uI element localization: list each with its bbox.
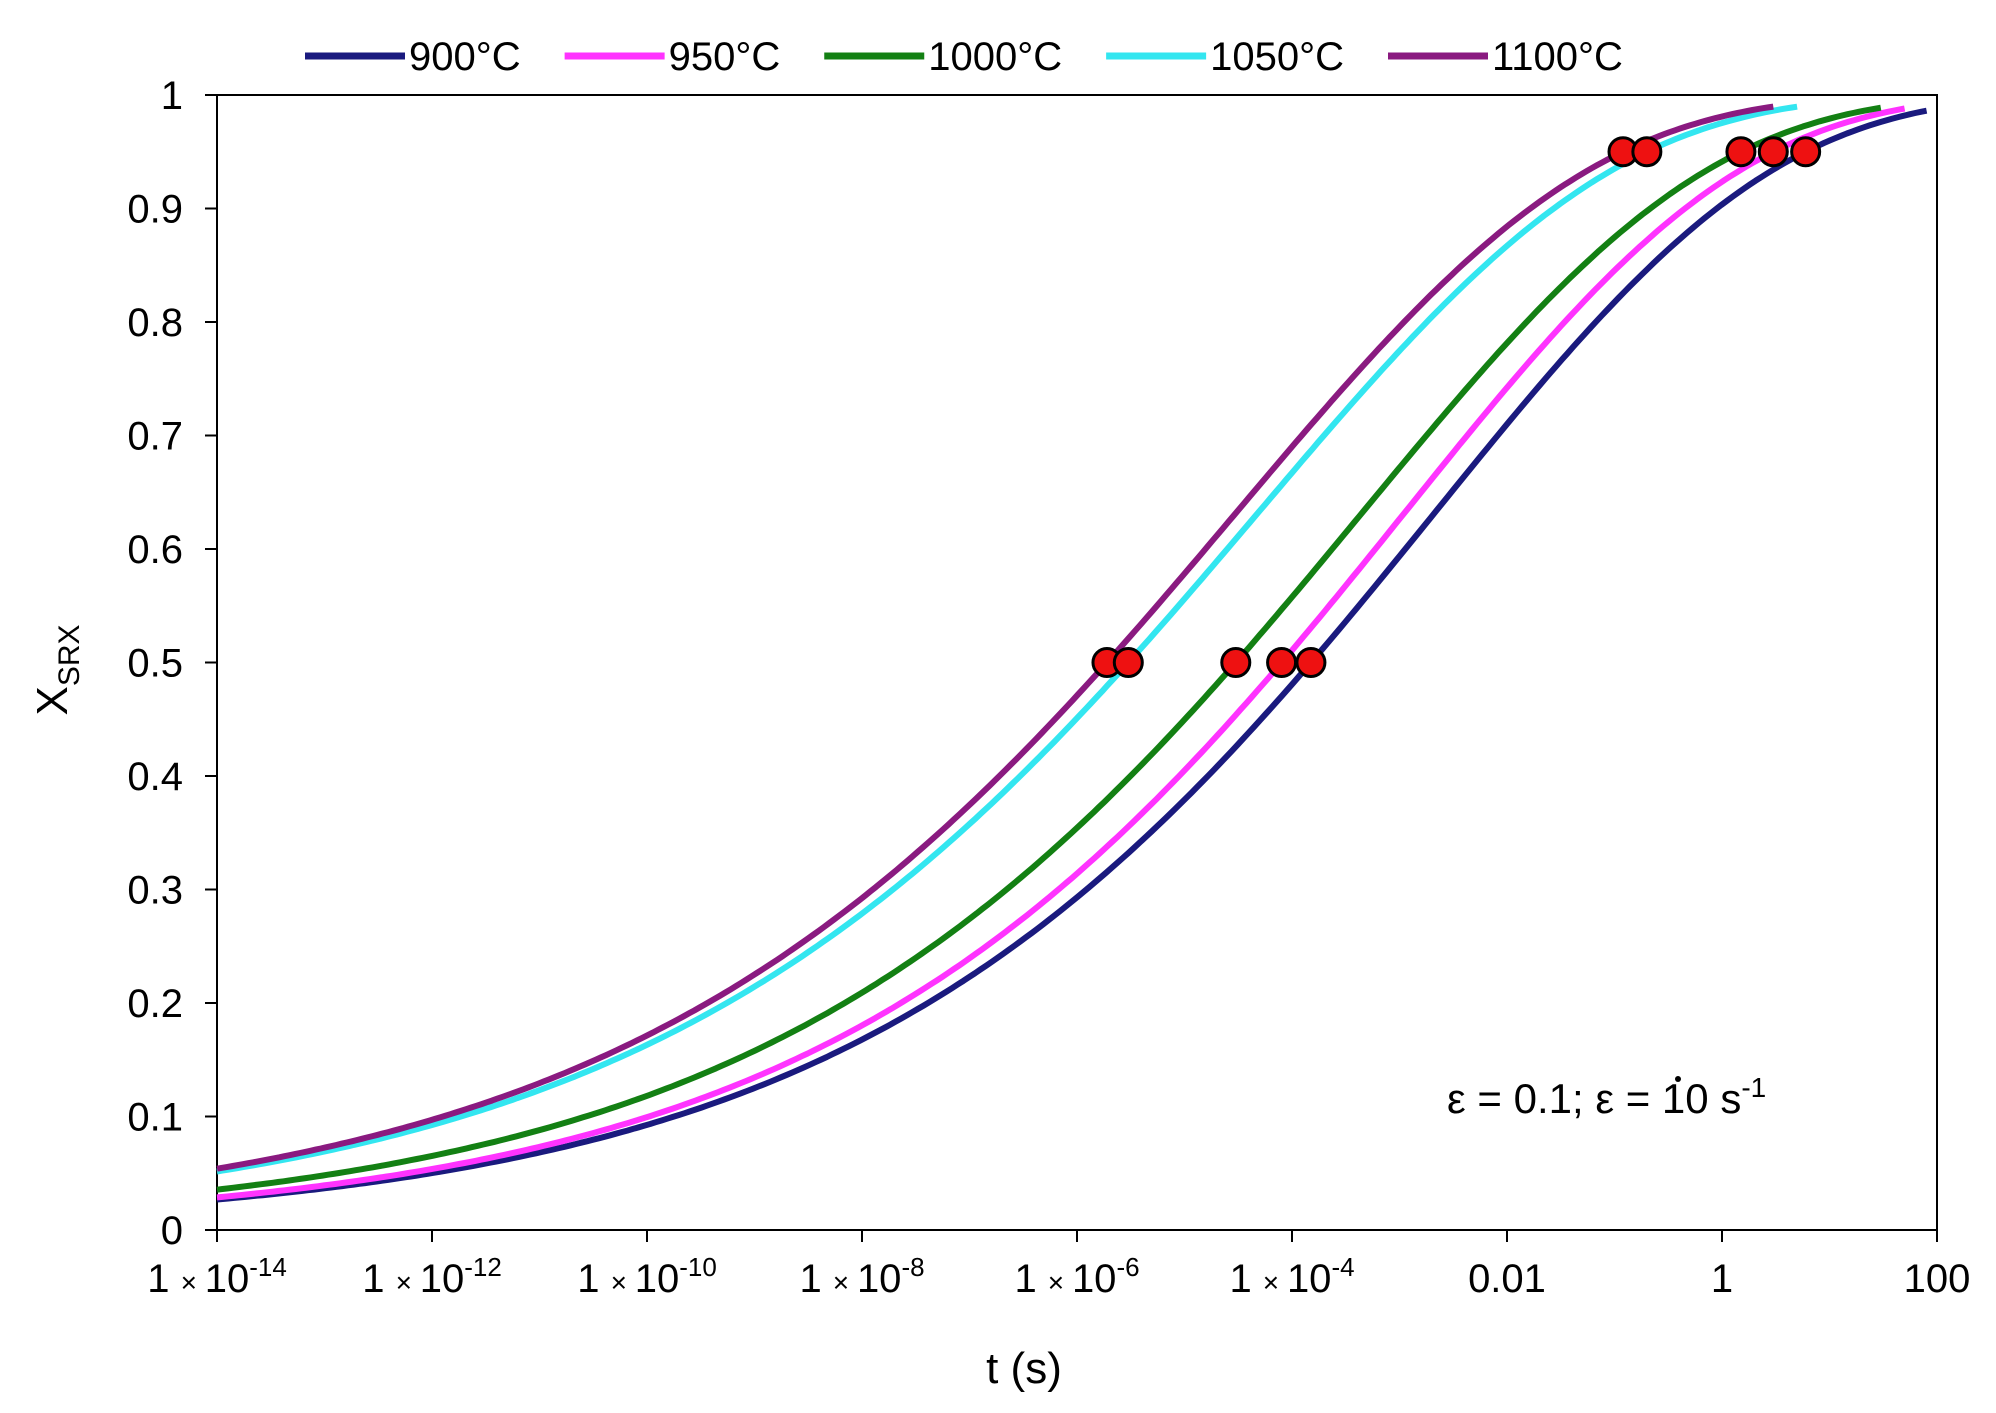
x-tick-label: 1 × 10-6: [1014, 1252, 1139, 1301]
series-line: [216, 103, 1774, 1172]
y-axis-title-sub: SRX: [53, 624, 86, 686]
legend-label: 1000°C: [928, 35, 1062, 79]
y-axis-title: XSRX: [28, 624, 86, 715]
strain-symbol: ε: [1447, 1075, 1466, 1122]
marker-point: [1725, 136, 1757, 168]
y-tick-label: 0.2: [127, 982, 183, 1026]
x-axis: 1 × 10-14 1 × 10-12 1 × 10-10 1 × 10-8 1 × 1…: [147, 1230, 1970, 1301]
legend-label: 1050°C: [1210, 35, 1344, 79]
y-tick-label: 0.5: [127, 642, 183, 686]
marker-point: [1757, 136, 1789, 168]
plot-area: [216, 94, 1938, 1231]
marker-point: [1631, 136, 1663, 168]
series-line: [216, 103, 1798, 1175]
marker-point: [1266, 647, 1298, 678]
strain-rate-exponent: -1: [1741, 1072, 1766, 1103]
x-tick-label: 1 × 10-14: [147, 1252, 287, 1301]
legend-label: 950°C: [669, 35, 781, 79]
y-tick-label: 0.8: [127, 301, 183, 345]
strain-value: = 0.1;: [1466, 1075, 1596, 1122]
x-tick-label: 1 × 10-8: [799, 1252, 924, 1301]
conditions-annotation: ε = 0.1; ε = 10 s-1: [1447, 1072, 1766, 1122]
strain-rate-value: = 10 s: [1614, 1075, 1741, 1122]
x-tick-label: 0.01: [1468, 1257, 1546, 1301]
marker-point: [1112, 647, 1144, 678]
series-line: [216, 107, 1928, 1203]
y-axis: 0 0.1 0.2 0.3 0.4 0.5 0.6 0.7 0.8 0.9 1: [127, 74, 217, 1253]
marker-point: [1220, 647, 1252, 678]
legend-label: 1100°C: [1492, 35, 1623, 79]
y-tick-label: 0.7: [127, 415, 183, 459]
legend: 900°C 950°C 1000°C 1050°C 1100°C: [305, 35, 1623, 79]
x-tick-label: 1: [1711, 1257, 1733, 1301]
series-lines: [216, 103, 1928, 1203]
y-axis-title-main: X: [28, 686, 77, 715]
series-line: [216, 104, 1882, 1193]
y-tick-label: 1: [161, 74, 183, 118]
y-tick-label: 0.9: [127, 188, 183, 232]
legend-label: 900°C: [409, 35, 521, 79]
y-tick-label: 0.3: [127, 869, 183, 913]
y-tick-label: 0.6: [127, 528, 183, 572]
marker-point: [1295, 647, 1327, 678]
y-tick-label: 0.4: [127, 755, 183, 799]
series-line: [216, 105, 1906, 1201]
strain-rate-dot: [1675, 1076, 1681, 1082]
markers: [1091, 136, 1822, 678]
marker-point: [1790, 136, 1822, 168]
x-tick-label: 100: [1904, 1257, 1971, 1301]
x-tick-label: 1 × 10-12: [362, 1252, 502, 1301]
y-tick-label: 0.1: [127, 1096, 183, 1140]
x-axis-title: t (s): [986, 1344, 1062, 1393]
strain-rate-symbol: ε: [1595, 1075, 1614, 1122]
y-tick-label: 0: [161, 1209, 183, 1253]
x-tick-label: 1 × 10-10: [577, 1252, 717, 1301]
x-tick-label: 1 × 10-4: [1229, 1252, 1354, 1301]
